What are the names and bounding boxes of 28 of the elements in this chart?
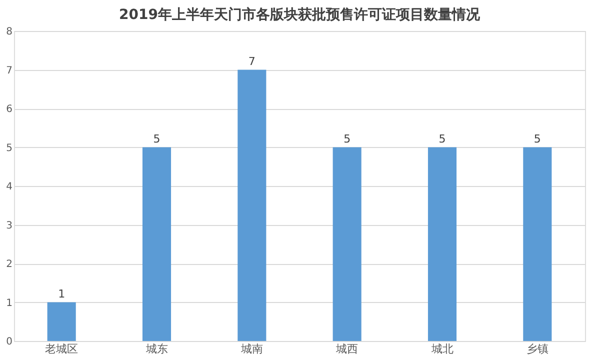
bar (428, 147, 457, 341)
data-label: 5 (344, 132, 351, 146)
bar (332, 147, 362, 341)
data-label: 5 (438, 132, 446, 146)
data-label: 7 (248, 54, 256, 68)
y-tick-label: 7 (6, 65, 12, 76)
chart-title: 2019年上半年天门市各版块获批预售许可证项目数量情况 (119, 6, 481, 23)
y-tick-label: 2 (6, 259, 12, 270)
data-label: 1 (58, 287, 66, 300)
x-tick-label: 乡镇 (526, 342, 548, 356)
bar (523, 147, 552, 341)
y-tick-label: 6 (6, 104, 12, 115)
y-tick-label: 8 (6, 26, 12, 38)
bar (47, 302, 76, 341)
bar (142, 147, 172, 341)
y-tick-label: 3 (6, 220, 12, 232)
x-tick-label: 城西 (335, 342, 358, 356)
x-tick-label: 城东 (144, 342, 168, 356)
x-tick-label: 老城区 (45, 342, 78, 356)
data-label: 5 (534, 132, 541, 146)
data-label: 5 (153, 132, 160, 146)
x-tick-label: 城南 (240, 342, 263, 356)
bar (238, 70, 266, 341)
x-tick-label: 城北 (430, 342, 454, 356)
y-tick-label: 5 (6, 142, 12, 154)
y-tick-label: 4 (6, 182, 12, 192)
y-tick-label: 0 (6, 336, 12, 348)
y-tick-label: 1 (6, 298, 12, 309)
